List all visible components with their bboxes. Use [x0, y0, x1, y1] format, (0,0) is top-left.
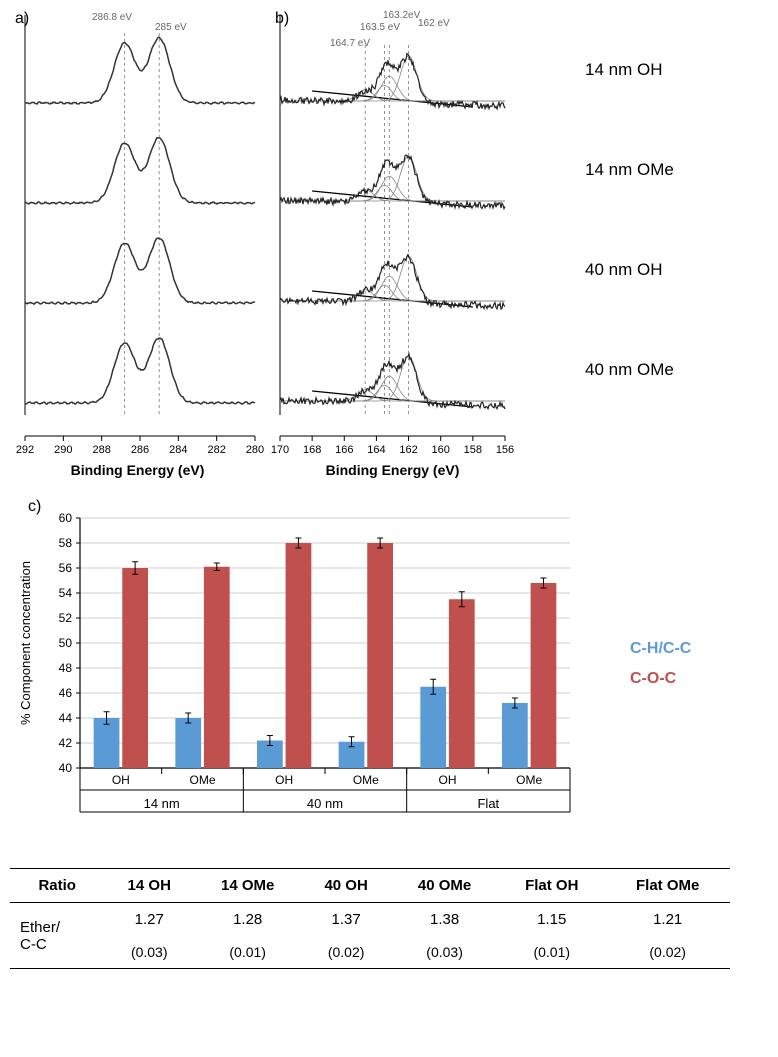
svg-text:OH: OH [112, 773, 130, 787]
spectrum-stack-a [10, 15, 265, 435]
svg-text:OH: OH [275, 773, 293, 787]
svg-text:164: 164 [367, 444, 385, 456]
svg-text:OMe: OMe [189, 773, 215, 787]
table-header: 14 OH [104, 869, 194, 903]
svg-text:284: 284 [169, 444, 187, 456]
table-header: 14 OMe [194, 869, 301, 903]
svg-text:44: 44 [59, 711, 73, 725]
table-row: (0.03) (0.01) (0.02) (0.03) (0.01) (0.02… [10, 936, 730, 969]
table-header: Flat OMe [605, 869, 730, 903]
x-axis-label-b: Binding Energy (eV) [270, 462, 515, 478]
svg-text:292: 292 [16, 444, 34, 456]
ratio-table: Ratio 14 OH 14 OMe 40 OH 40 OMe Flat OH … [10, 868, 730, 969]
svg-text:160: 160 [432, 444, 450, 456]
svg-text:56: 56 [59, 561, 73, 575]
figure-root: a) Normalized Intensity 286.8 eV 285 eV … [10, 10, 768, 969]
spectra-svg-a [10, 15, 265, 435]
svg-text:52: 52 [59, 611, 73, 625]
svg-text:280: 280 [246, 444, 264, 456]
spectra-svg-b [270, 15, 515, 435]
table-cell: 1.28 [194, 903, 301, 937]
svg-text:166: 166 [335, 444, 353, 456]
svg-text:162: 162 [399, 444, 417, 456]
table-cell-sub: (0.02) [301, 936, 391, 969]
sample-label: 40 nm OMe [585, 340, 674, 440]
table-cell: 1.15 [498, 903, 605, 937]
sample-label: 14 nm OMe [585, 140, 674, 240]
table-cell: 1.37 [301, 903, 391, 937]
svg-text:14 nm: 14 nm [144, 796, 180, 811]
svg-text:48: 48 [59, 661, 73, 675]
table-cell-sub: (0.01) [194, 936, 301, 969]
svg-text:290: 290 [54, 444, 72, 456]
axis-b: 170 168 166 164 162 160 158 156 [270, 435, 515, 460]
sample-labels: 14 nm OH 14 nm OMe 40 nm OH 40 nm OMe [585, 10, 674, 440]
svg-text:40 nm: 40 nm [307, 796, 343, 811]
sample-label: 14 nm OH [585, 40, 674, 140]
chart-wrapper: 40 42 44 46 48 50 52 54 56 58 60 % Component concen… [10, 508, 580, 838]
svg-text:40: 40 [59, 761, 73, 775]
table-cell-sub: (0.01) [498, 936, 605, 969]
axis-a: 292 290 288 286 284 282 280 [10, 435, 265, 460]
table-cell: 1.21 [605, 903, 730, 937]
table-cell-sub: (0.02) [605, 936, 730, 969]
svg-text:% Component concentration: % Component concentration [18, 561, 33, 725]
table-cell: 1.38 [391, 903, 498, 937]
svg-text:54: 54 [59, 586, 73, 600]
data-table: Ratio 14 OH 14 OMe 40 OH 40 OMe Flat OH … [10, 868, 730, 969]
bar-chart: 40 42 44 46 48 50 52 54 56 58 60 % Component concen… [10, 508, 580, 838]
row-label-line: Ether/ [20, 919, 60, 936]
svg-text:282: 282 [207, 444, 225, 456]
row-label: Ether/ C-C [10, 903, 104, 969]
svg-text:42: 42 [59, 736, 73, 750]
legend-item-coc: C-O-C [630, 670, 691, 688]
panel-b: b) 164.7 eV 163.5 eV 163.2eV 162 eV 1701… [270, 10, 515, 478]
table-cell: 1.27 [104, 903, 194, 937]
svg-text:OH: OH [439, 773, 457, 787]
svg-text:Flat: Flat [477, 796, 499, 811]
svg-text:170: 170 [271, 444, 289, 456]
table-header: 40 OH [301, 869, 391, 903]
table-header: Ratio [10, 869, 104, 903]
x-axis-label-a: Binding Energy (eV) [10, 462, 265, 478]
panel-c: c) 4042444648505254565860% Component con… [10, 508, 768, 838]
svg-text:50: 50 [59, 636, 73, 650]
svg-text:156: 156 [496, 444, 514, 456]
sample-label: 40 nm OH [585, 240, 674, 340]
table-header-row: Ratio 14 OH 14 OMe 40 OH 40 OMe Flat OH … [10, 869, 730, 903]
row-label-line: C-C [20, 936, 47, 953]
svg-text:58: 58 [59, 536, 73, 550]
legend: C-H/C-C C-O-C [630, 628, 691, 838]
table-cell-sub: (0.03) [391, 936, 498, 969]
svg-text:288: 288 [92, 444, 110, 456]
table-header: 40 OMe [391, 869, 498, 903]
table-row: Ether/ C-C 1.27 1.28 1.37 1.38 1.15 1.21 [10, 903, 730, 937]
top-spectra-section: a) Normalized Intensity 286.8 eV 285 eV … [10, 10, 768, 478]
table-header: Flat OH [498, 869, 605, 903]
svg-text:46: 46 [59, 686, 73, 700]
spectrum-stack-b [270, 15, 515, 435]
svg-text:286: 286 [131, 444, 149, 456]
svg-text:OMe: OMe [516, 773, 542, 787]
svg-text:168: 168 [303, 444, 321, 456]
svg-text:158: 158 [464, 444, 482, 456]
legend-item-chcc: C-H/C-C [630, 640, 691, 658]
panel-a: a) Normalized Intensity 286.8 eV 285 eV … [10, 10, 265, 478]
svg-text:60: 60 [59, 511, 73, 525]
table-cell-sub: (0.03) [104, 936, 194, 969]
svg-text:OMe: OMe [353, 773, 379, 787]
